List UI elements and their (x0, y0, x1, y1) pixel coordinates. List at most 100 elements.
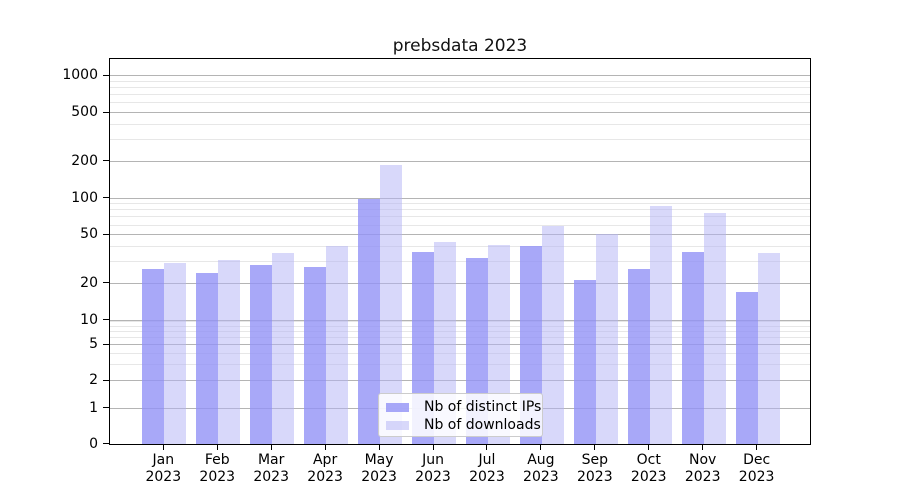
x-tick-mark (594, 444, 596, 450)
legend-item-distinct-ips: Nb of distinct IPs (386, 398, 542, 416)
y-tick-mark (103, 74, 109, 76)
x-tick-label-line: 2023 (523, 469, 559, 485)
x-tick-mark (702, 444, 704, 450)
x-tick-mark (648, 444, 650, 450)
x-tick-label-line: 2023 (630, 469, 667, 485)
major-gridline (110, 319, 810, 321)
major-gridline (110, 75, 810, 77)
x-tick-label-line: Dec (743, 452, 771, 468)
x-tick-label-line: 2023 (415, 469, 451, 485)
x-tick-label-line: Apr (312, 452, 338, 468)
bar-distinct-ips (358, 199, 381, 444)
legend-swatch-distinct-ips (386, 402, 409, 412)
y-tick-mark (103, 282, 109, 284)
x-tick-label: Nov 2023 (673, 452, 733, 486)
bar-downloads (541, 225, 564, 444)
minor-gridline (110, 224, 810, 226)
x-tick-label-line: May (364, 452, 394, 468)
x-tick-label-line: 2023 (145, 469, 182, 485)
x-tick-label-line: Aug (527, 452, 555, 468)
x-tick-mark (270, 444, 272, 450)
y-tick-label: 0 (89, 435, 98, 452)
x-tick-label-line: Jul (478, 452, 496, 468)
y-tick-label: 50 (80, 226, 98, 243)
x-tick-label-line: 2023 (469, 469, 505, 485)
major-gridline (110, 282, 810, 284)
y-tick-mark (103, 407, 109, 409)
x-tick-mark (486, 444, 488, 450)
minor-gridline (110, 325, 810, 327)
x-tick-mark (216, 444, 218, 450)
minor-gridline (110, 139, 810, 141)
x-tick-label: Jun 2023 (403, 452, 463, 486)
y-tick-mark (103, 111, 109, 113)
minor-gridline (110, 331, 810, 333)
x-tick-label: Jul 2023 (457, 452, 517, 486)
x-tick-label-line: 2023 (361, 469, 397, 485)
x-tick-label-line: 2023 (199, 469, 236, 485)
x-tick-label-line: 2023 (738, 469, 775, 485)
x-tick-label: Dec 2023 (727, 452, 787, 486)
bar-distinct-ips (304, 267, 327, 444)
x-tick-label-line: Jun (422, 452, 444, 468)
x-tick-label-line: 2023 (307, 469, 343, 485)
bar-downloads (757, 253, 780, 444)
y-tick-label: 1 (89, 399, 98, 416)
y-tick-mark (103, 160, 109, 162)
x-tick-label-line: Oct (636, 452, 661, 468)
x-tick-label: Oct 2023 (619, 452, 679, 486)
minor-gridline (110, 203, 810, 205)
major-gridline (110, 112, 810, 114)
bar-downloads (218, 259, 241, 444)
x-tick-label-line: Jan (152, 452, 175, 468)
bar-distinct-ips (573, 280, 596, 444)
y-tick-label: 10 (80, 311, 98, 328)
legend-label-downloads: Nb of downloads (424, 417, 541, 433)
plot-area (109, 58, 811, 445)
x-tick-label-line: Sep (581, 452, 608, 468)
bar-downloads (703, 212, 726, 444)
minor-gridline (110, 353, 810, 355)
legend-label-distinct-ips: Nb of distinct IPs (424, 399, 542, 415)
x-tick-label: Jan 2023 (133, 452, 193, 486)
bar-downloads (326, 246, 349, 444)
bar-downloads (380, 164, 403, 444)
y-tick-mark (103, 379, 109, 381)
major-gridline (110, 380, 810, 382)
minor-gridline (110, 364, 810, 366)
minor-gridline (110, 94, 810, 96)
y-tick-mark (103, 197, 109, 198)
x-tick-label-line: Nov (689, 452, 717, 468)
x-tick-label-line: 2023 (684, 469, 721, 485)
x-tick-label-line: 2023 (576, 469, 613, 485)
minor-gridline (110, 321, 810, 323)
x-tick-label: Feb 2023 (187, 452, 247, 486)
x-tick-label-line: Feb (204, 452, 230, 468)
y-tick-label: 2 (89, 372, 98, 389)
minor-gridline (110, 87, 810, 89)
chart-title: prebsdata 2023 (392, 36, 528, 56)
legend-item-downloads: Nb of downloads (386, 416, 542, 434)
minor-gridline (110, 261, 810, 263)
bar-downloads (649, 206, 672, 444)
minor-gridline (110, 209, 810, 211)
bar-downloads (164, 263, 187, 444)
bar-distinct-ips (142, 269, 165, 444)
minor-gridline (110, 246, 810, 248)
minor-gridline (110, 102, 810, 104)
y-tick-mark (103, 319, 109, 321)
major-gridline (110, 160, 810, 162)
minor-gridline (110, 216, 810, 218)
bar-distinct-ips (681, 251, 704, 444)
y-tick-mark (103, 233, 109, 235)
y-tick-mark (103, 443, 109, 444)
x-tick-label: Mar 2023 (241, 452, 301, 486)
x-tick-label: May 2023 (349, 452, 409, 486)
x-tick-mark (756, 444, 758, 450)
major-gridline (110, 197, 810, 199)
bar-distinct-ips (735, 291, 758, 444)
x-tick-mark (540, 444, 542, 450)
x-tick-label: Sep 2023 (565, 452, 625, 486)
major-gridline (110, 234, 810, 236)
